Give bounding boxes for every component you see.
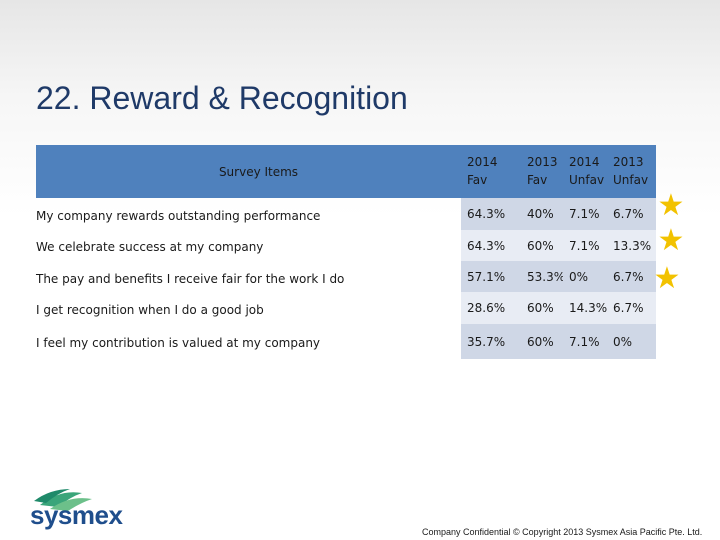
table-cell: 6.7% bbox=[607, 261, 656, 292]
survey-item-4: I get recognition when I do a good job bbox=[36, 303, 264, 317]
star-icon: ★ bbox=[657, 188, 685, 223]
table-cell: 6.7% bbox=[607, 198, 656, 230]
sysmex-logo-text: sysmex bbox=[30, 500, 123, 530]
header-year-2014-fav: 2014 bbox=[461, 145, 521, 171]
star-icon: ★ bbox=[657, 223, 685, 258]
table-cell: 7.1% bbox=[563, 324, 607, 359]
header-year-2013-unfav: 2013 bbox=[607, 145, 656, 171]
table-cell: 13.3% bbox=[607, 230, 656, 261]
header-year-2013-fav: 2013 bbox=[521, 145, 563, 171]
results-table: 2014 2013 2014 2013 Fav Fav Unfav Unfav … bbox=[461, 145, 656, 359]
header-type-unfav-2013: Unfav bbox=[607, 171, 656, 198]
header-type-fav-2014: Fav bbox=[461, 171, 521, 198]
table-cell: 14.3% bbox=[563, 292, 607, 324]
table-cell: 40% bbox=[521, 198, 563, 230]
survey-item-5: I feel my contribution is valued at my c… bbox=[36, 336, 321, 350]
table-cell: 7.1% bbox=[563, 230, 607, 261]
table-cell: 60% bbox=[521, 292, 563, 324]
table-cell: 0% bbox=[607, 324, 656, 359]
table-cell: 0% bbox=[563, 261, 607, 292]
survey-item-3: The pay and benefits I receive fair for … bbox=[36, 272, 345, 286]
survey-items-header-label: Survey Items bbox=[218, 164, 299, 179]
table-cell: 64.3% bbox=[461, 198, 521, 230]
table-cell: 28.6% bbox=[461, 292, 521, 324]
table-cell: 35.7% bbox=[461, 324, 521, 359]
survey-item-2: We celebrate success at my company bbox=[36, 240, 264, 254]
survey-item-1: My company rewards outstanding performan… bbox=[36, 209, 321, 223]
table-cell: 64.3% bbox=[461, 230, 521, 261]
header-year-2014-unfav: 2014 bbox=[563, 145, 607, 171]
sysmex-logo-icon bbox=[34, 489, 92, 511]
header-type-unfav-2014: Unfav bbox=[563, 171, 607, 198]
slide-title: 22. Reward & Recognition bbox=[36, 80, 408, 116]
table-cell: 60% bbox=[521, 230, 563, 261]
copyright-footer: Company Confidential © Copyright 2013 Sy… bbox=[422, 527, 703, 537]
table-cell: 7.1% bbox=[563, 198, 607, 230]
table-cell: 53.3% bbox=[521, 261, 563, 292]
table-cell: 57.1% bbox=[461, 261, 521, 292]
table-cell: 6.7% bbox=[607, 292, 656, 324]
table-cell: 60% bbox=[521, 324, 563, 359]
survey-items-header: Survey Items bbox=[36, 145, 461, 198]
star-icon: ★ bbox=[653, 261, 681, 296]
header-type-fav-2013: Fav bbox=[521, 171, 563, 198]
